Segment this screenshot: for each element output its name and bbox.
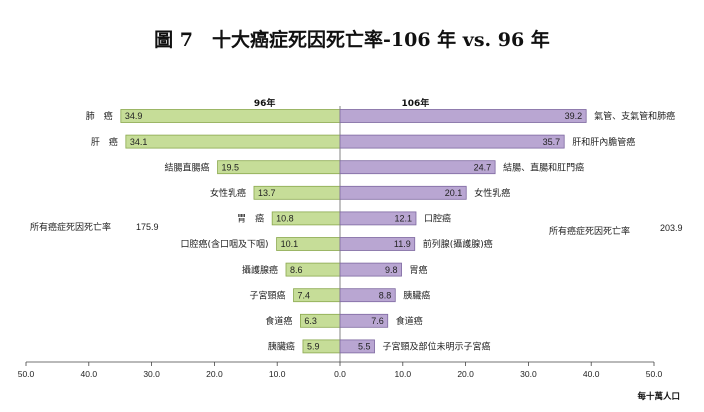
right-bar bbox=[339, 211, 417, 226]
right-bar-value: 8.8 bbox=[379, 290, 392, 300]
x-tick-label: 20.0 bbox=[457, 369, 474, 379]
left-bar-value: 7.4 bbox=[298, 290, 311, 300]
left-category-label: 胃 癌 bbox=[237, 213, 264, 225]
right-bar-value: 24.7 bbox=[474, 162, 492, 172]
left-bar-value: 10.1 bbox=[281, 239, 299, 249]
x-tick-label: 50.0 bbox=[18, 369, 35, 379]
left-category-label: 結腸直腸癌 bbox=[165, 161, 210, 173]
left-bar-value: 13.7 bbox=[258, 188, 276, 198]
x-tick-label: 40.0 bbox=[583, 369, 600, 379]
left-series-name: 96年 bbox=[254, 97, 276, 109]
right-bar-value: 20.1 bbox=[445, 188, 463, 198]
right-category-label: 肝和肝內膽管癌 bbox=[572, 136, 635, 148]
left-category-label: 肺 癌 bbox=[86, 110, 113, 122]
x-tick-label: 0.0 bbox=[334, 369, 346, 379]
right-total-label: 所有癌症死因死亡率 bbox=[549, 225, 630, 237]
x-tick-label: 50.0 bbox=[646, 369, 663, 379]
left-total-label: 所有癌症死因死亡率 bbox=[30, 221, 111, 233]
right-bar bbox=[339, 339, 375, 354]
right-category-label: 前列腺(攝護腺)癌 bbox=[423, 238, 493, 250]
right-category-label: 女性乳癌 bbox=[474, 187, 510, 199]
x-tick-label: 20.0 bbox=[206, 369, 223, 379]
left-category-label: 口腔癌(含口咽及下咽) bbox=[181, 238, 269, 250]
right-bar bbox=[339, 185, 467, 200]
left-category-label: 食道癌 bbox=[265, 315, 292, 327]
right-bar bbox=[339, 160, 496, 175]
unit-label: 每十萬人口 bbox=[637, 391, 680, 402]
left-bar-value: 5.9 bbox=[307, 342, 320, 352]
right-bar-value: 9.8 bbox=[385, 265, 398, 275]
right-total-value: 203.9 bbox=[660, 223, 683, 233]
left-bar-value: 34.1 bbox=[130, 137, 148, 147]
right-bar bbox=[339, 134, 565, 149]
left-bar-value: 8.6 bbox=[290, 265, 303, 275]
x-tick-label: 40.0 bbox=[81, 369, 98, 379]
left-bar bbox=[120, 109, 341, 123]
left-bar-value: 10.8 bbox=[276, 214, 294, 224]
right-series-name: 106年 bbox=[401, 97, 429, 109]
left-category-label: 胰臟癌 bbox=[268, 341, 295, 353]
left-bar bbox=[125, 134, 341, 149]
right-category-label: 胰臟癌 bbox=[403, 289, 430, 301]
left-category-label: 肝 癌 bbox=[91, 136, 118, 148]
left-category-label: 女性乳癌 bbox=[210, 187, 246, 199]
right-bar bbox=[339, 313, 389, 328]
x-tick-label: 30.0 bbox=[520, 369, 537, 379]
x-tick-label: 10.0 bbox=[395, 369, 412, 379]
right-bar-value: 7.6 bbox=[371, 316, 384, 326]
plot-area: 96年 106年 34.9 肺 癌 39.2 氣管、支氣管和肺癌 34.1 肝 癌 35.7 肝和… bbox=[18, 97, 683, 379]
left-total-value: 175.9 bbox=[136, 222, 159, 232]
left-category-label: 攝護腺癌 bbox=[242, 264, 278, 276]
left-bar-value: 19.5 bbox=[222, 162, 240, 172]
left-bar-value: 34.9 bbox=[125, 111, 143, 121]
right-category-label: 食道癌 bbox=[396, 315, 423, 327]
right-bar-value: 11.9 bbox=[394, 239, 411, 249]
right-bar-value: 12.1 bbox=[394, 214, 412, 224]
right-bar bbox=[339, 262, 402, 277]
right-category-label: 氣管、支氣管和肺癌 bbox=[594, 110, 675, 122]
right-bar-value: 35.7 bbox=[543, 137, 561, 147]
right-bar bbox=[339, 109, 587, 123]
x-tick-label: 30.0 bbox=[143, 369, 160, 379]
right-category-label: 結腸、直腸和肛門癌 bbox=[503, 161, 584, 173]
right-bar-value: 5.5 bbox=[358, 342, 371, 352]
left-bar-value: 6.3 bbox=[304, 316, 317, 326]
right-category-label: 口腔癌 bbox=[424, 213, 451, 225]
right-category-label: 子宮頸及部位未明示子宮癌 bbox=[383, 341, 491, 353]
x-tick-label: 10.0 bbox=[269, 369, 286, 379]
chart-title: 圖 7 十大癌症死因死亡率-106 年 vs. 96 年 bbox=[154, 28, 550, 51]
right-bar-value: 39.2 bbox=[565, 111, 583, 121]
right-bar bbox=[339, 237, 416, 251]
right-category-label: 胃癌 bbox=[410, 264, 428, 276]
left-category-label: 子宮頸癌 bbox=[250, 289, 286, 301]
right-bar bbox=[339, 288, 396, 303]
